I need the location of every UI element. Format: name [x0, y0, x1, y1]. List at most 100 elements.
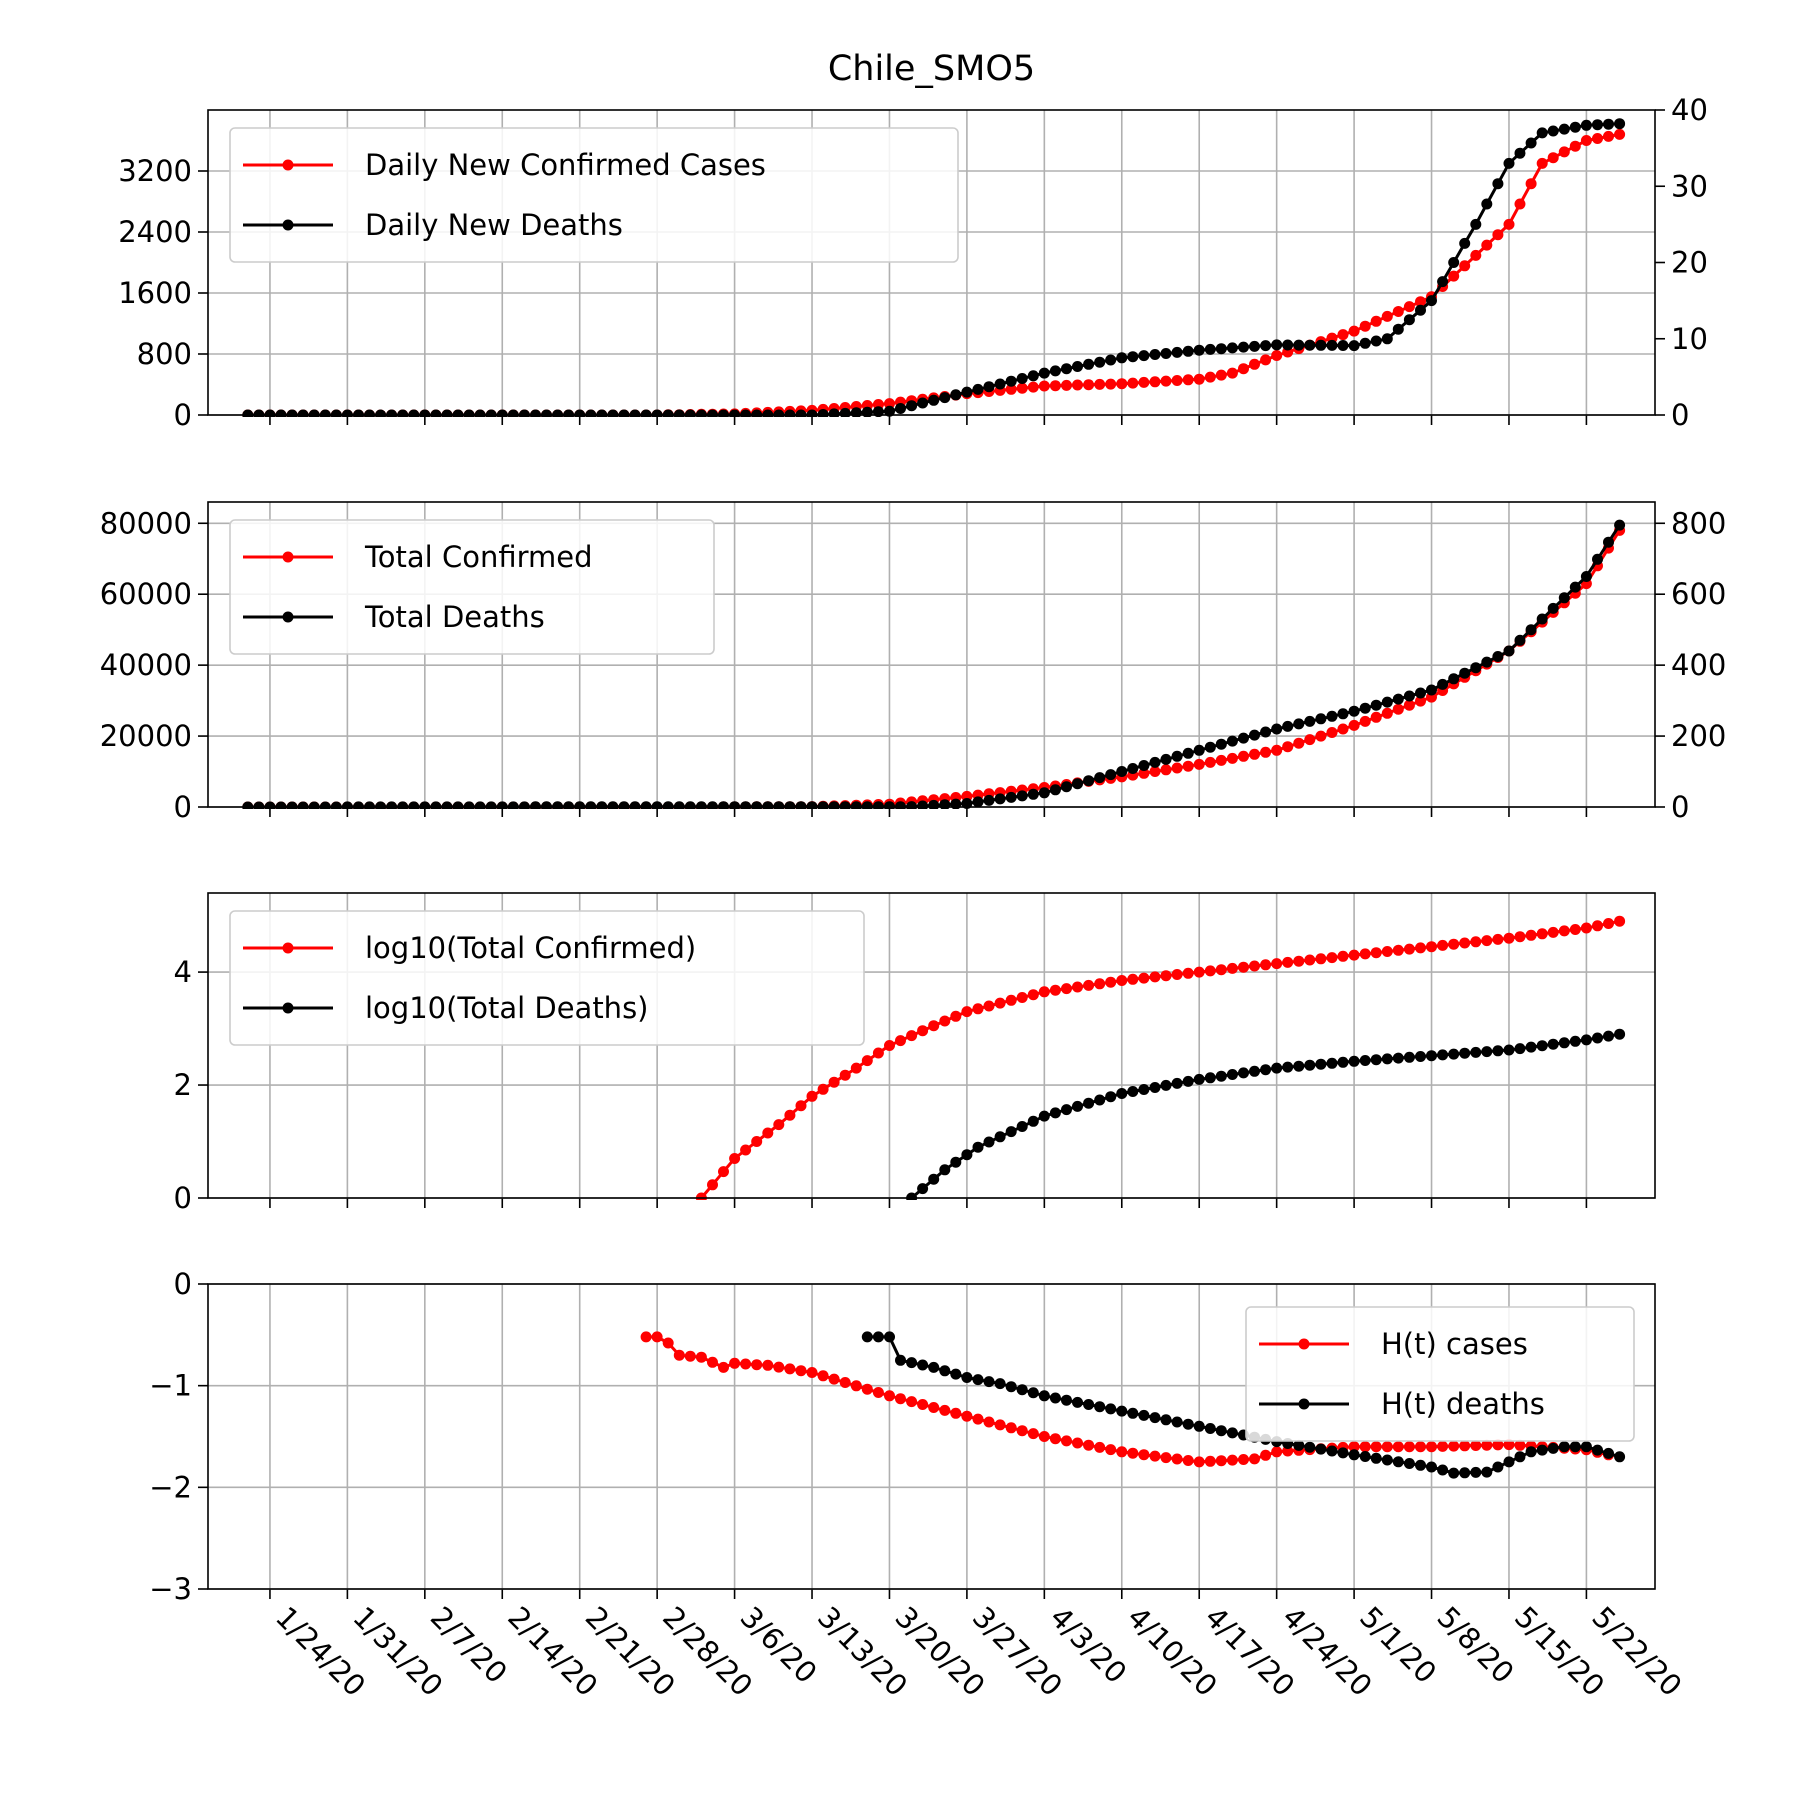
data-point	[1061, 1394, 1072, 1406]
data-point	[1569, 140, 1581, 152]
data-point	[884, 398, 895, 410]
data-point	[1580, 1034, 1592, 1046]
data-point	[1027, 1428, 1039, 1440]
data-point	[1337, 1447, 1349, 1459]
y-tick-label: 4	[174, 955, 192, 989]
data-point	[1238, 1454, 1249, 1465]
data-point	[1359, 1055, 1371, 1066]
data-point	[1116, 378, 1128, 390]
data-point	[1580, 119, 1592, 131]
data-point	[1381, 310, 1393, 322]
data-point	[1304, 734, 1316, 746]
data-point	[1049, 784, 1061, 796]
data-point	[762, 1127, 774, 1139]
data-point	[1448, 257, 1460, 268]
data-point	[1204, 1423, 1216, 1434]
data-point	[1536, 1040, 1548, 1052]
data-point	[1470, 936, 1482, 948]
data-point	[1614, 1028, 1626, 1040]
axes-frame	[207, 892, 1656, 1199]
data-point	[1525, 137, 1537, 149]
data-point	[1348, 325, 1360, 337]
data-point	[1381, 1053, 1393, 1065]
data-point	[1282, 1061, 1294, 1073]
series-group	[695, 915, 1626, 1200]
data-point	[961, 1410, 973, 1422]
data-point	[1027, 1115, 1039, 1127]
data-point	[1437, 939, 1449, 951]
data-point	[1171, 1077, 1183, 1089]
data-point	[1403, 699, 1415, 711]
y-tick-label: 20000	[100, 719, 192, 753]
data-point	[1448, 1467, 1460, 1479]
data-point	[1215, 1425, 1227, 1437]
data-point	[1503, 1044, 1515, 1056]
data-point	[1215, 369, 1227, 381]
y-right-tick-label: 0	[1671, 398, 1689, 432]
panel-log10: 0 2 4 log10(Total Confirmed) log10(Total Dea…	[174, 892, 1656, 1215]
data-point	[939, 1164, 951, 1176]
data-point	[1072, 1437, 1083, 1449]
data-point	[994, 793, 1006, 805]
data-point	[1027, 989, 1039, 1001]
data-point	[1271, 350, 1283, 361]
data-point	[1370, 699, 1382, 711]
legend-swatch-marker	[282, 1002, 294, 1014]
data-point	[1049, 380, 1061, 392]
data-point	[1160, 1079, 1172, 1091]
data-point	[1293, 1060, 1305, 1072]
data-point	[1238, 363, 1249, 375]
data-point	[1116, 766, 1128, 777]
data-point	[917, 1399, 929, 1410]
data-point	[1182, 747, 1194, 759]
data-point	[817, 1083, 829, 1095]
data-point	[1249, 1065, 1260, 1077]
data-point	[1304, 1059, 1316, 1071]
data-point	[1381, 333, 1393, 345]
legend-label: H(t) deaths	[1381, 1387, 1545, 1421]
data-point	[1437, 678, 1449, 690]
data-point	[1337, 708, 1349, 720]
data-point	[1337, 950, 1349, 962]
data-point	[1580, 571, 1592, 582]
data-point	[1315, 713, 1327, 725]
data-point	[961, 1372, 973, 1383]
data-point	[1160, 764, 1172, 776]
data-point	[1204, 371, 1216, 383]
data-point	[1226, 1069, 1238, 1080]
data-point	[1182, 1418, 1194, 1430]
data-point	[1171, 750, 1183, 762]
data-point	[1260, 726, 1272, 738]
data-point	[1271, 339, 1283, 351]
data-point	[1492, 178, 1504, 190]
data-point	[1492, 1439, 1504, 1451]
data-point	[1182, 374, 1194, 386]
data-point	[828, 408, 840, 417]
y-right-tick-label: 10	[1671, 322, 1708, 356]
data-point	[1249, 340, 1260, 352]
y-right-tick-label: 400	[1671, 648, 1726, 682]
data-point	[1381, 946, 1393, 957]
data-point	[983, 1136, 995, 1148]
legend: Total Confirmed Total Deaths	[229, 519, 715, 655]
data-point	[1215, 1070, 1227, 1082]
data-point	[1603, 130, 1614, 142]
data-point	[773, 1361, 785, 1373]
data-point	[1038, 787, 1050, 799]
data-point	[1083, 1439, 1095, 1451]
data-point	[784, 1109, 796, 1121]
data-point	[1326, 710, 1338, 722]
data-point	[1149, 1082, 1161, 1093]
data-point	[1481, 198, 1493, 210]
data-point	[1326, 952, 1338, 964]
data-point	[1392, 1441, 1404, 1453]
data-point	[1470, 249, 1482, 261]
data-point	[983, 381, 995, 393]
legend-label: Daily New Deaths	[365, 208, 623, 242]
legend: Daily New Confirmed Cases Daily New Death…	[229, 127, 959, 263]
legend-swatch-marker	[1298, 1338, 1310, 1350]
x-tick-labels: 1/24/201/31/202/7/202/14/202/21/202/28/2…	[269, 1600, 1689, 1703]
data-point	[1370, 711, 1382, 723]
legend: H(t) cases H(t) deaths	[1245, 1306, 1635, 1442]
data-point	[1005, 1381, 1017, 1393]
